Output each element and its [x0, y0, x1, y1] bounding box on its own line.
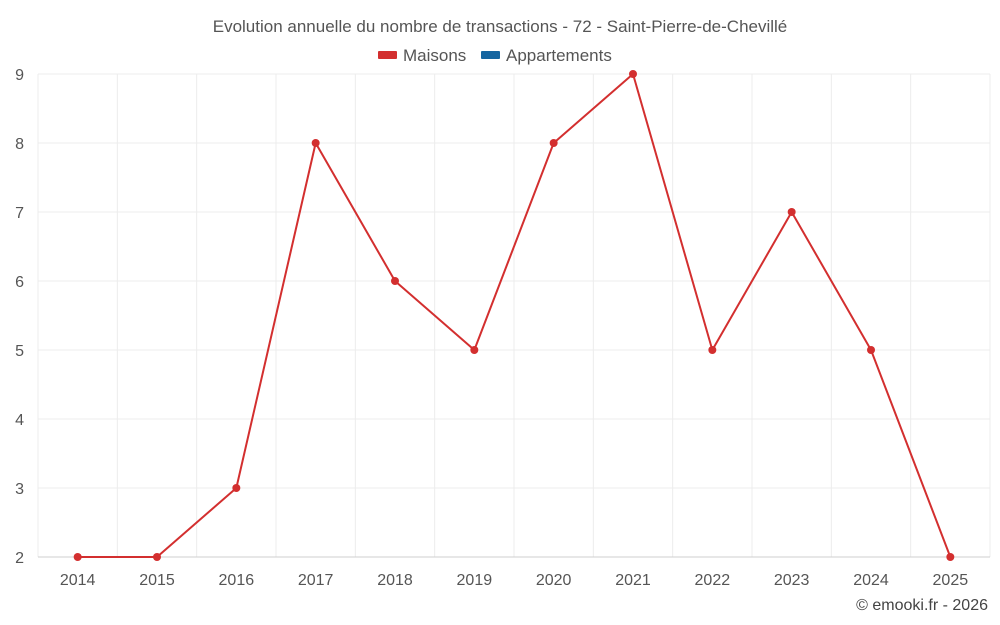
series-maisons: [73, 70, 955, 561]
y-tick-label: 4: [15, 412, 24, 429]
x-tick-label: 2016: [219, 572, 255, 589]
x-tick-label: 2019: [457, 572, 493, 589]
x-axis: 2014 2015 2016 2017 2018 2019 2020 2021 2022 2023…: [60, 572, 968, 589]
x-tick-label: 2017: [298, 572, 334, 589]
x-tick-label: 2024: [853, 572, 889, 589]
legend-swatch-appartements: [481, 51, 500, 59]
data-point[interactable]: [787, 208, 796, 216]
x-tick-label: 2021: [615, 572, 651, 589]
y-axis: 2 3 4 5 6 7 8 9: [15, 67, 24, 567]
x-tick-label: 2023: [774, 572, 810, 589]
data-point[interactable]: [946, 553, 955, 561]
data-point[interactable]: [232, 484, 241, 492]
x-tick-label: 2018: [377, 572, 413, 589]
legend-item-maisons[interactable]: Maisons: [378, 46, 466, 65]
x-tick-label: 2025: [933, 572, 969, 589]
y-tick-label: 2: [15, 550, 24, 567]
data-point[interactable]: [470, 346, 479, 354]
legend-label-maisons: Maisons: [403, 46, 466, 65]
y-tick-label: 3: [15, 481, 24, 498]
y-tick-label: 9: [15, 67, 24, 84]
y-tick-label: 8: [15, 136, 24, 153]
data-point[interactable]: [708, 346, 717, 354]
legend-label-appartements: Appartements: [506, 46, 612, 65]
chart-title: Evolution annuelle du nombre de transact…: [213, 17, 788, 36]
grid: [37, 73, 991, 558]
legend-item-appartements[interactable]: Appartements: [481, 46, 612, 65]
data-point[interactable]: [73, 553, 82, 561]
credit-text: © emooki.fr - 2026: [856, 597, 988, 614]
data-point[interactable]: [629, 70, 637, 78]
data-point[interactable]: [391, 277, 399, 285]
y-tick-label: 6: [15, 274, 24, 291]
x-tick-label: 2020: [536, 572, 572, 589]
legend-swatch-maisons: [378, 51, 397, 59]
data-point[interactable]: [311, 139, 320, 147]
data-point[interactable]: [549, 139, 558, 147]
x-tick-label: 2014: [60, 572, 96, 589]
data-point[interactable]: [153, 553, 161, 561]
y-tick-label: 5: [15, 343, 24, 360]
y-tick-label: 7: [15, 205, 24, 222]
legend: Maisons Appartements: [378, 46, 612, 65]
x-tick-label: 2015: [139, 572, 175, 589]
x-tick-label: 2022: [695, 572, 731, 589]
data-point[interactable]: [867, 346, 875, 354]
series-line-maisons: [77, 73, 952, 558]
